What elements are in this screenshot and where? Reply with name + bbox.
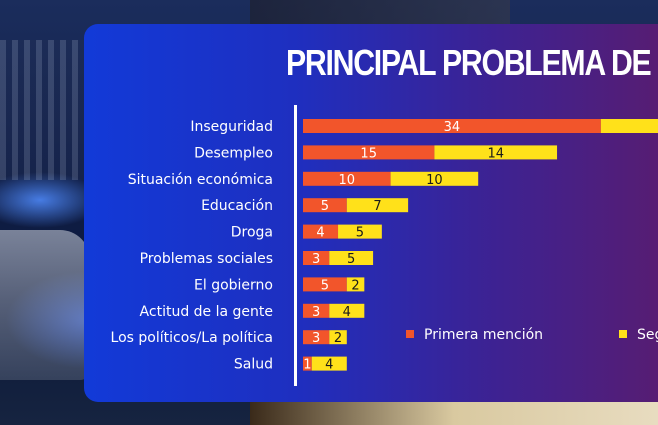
category-label: Inseguridad: [190, 119, 273, 135]
legend-primera-swatch: [406, 330, 414, 338]
legend-primera-label: Primera mención: [424, 327, 544, 343]
category-label: Actitud de la gente: [140, 304, 273, 320]
category-label: Los políticos/La política: [111, 330, 273, 346]
category-label: Droga: [231, 225, 273, 241]
bar-segunda: [329, 303, 365, 318]
category-label: Educación: [201, 198, 273, 214]
category-label: Salud: [234, 357, 273, 373]
bar-segunda: [329, 251, 374, 265]
chart-panel: [84, 24, 658, 402]
value-label-primera: 3: [312, 305, 320, 320]
legend-segunda-label: Seg: [637, 327, 658, 343]
bar-primera: [303, 198, 347, 213]
bar-segunda: [434, 145, 558, 160]
bar-primera: [303, 330, 330, 345]
bar-primera: [303, 119, 601, 133]
bar-primera: [303, 224, 339, 239]
value-label-primera: 1: [303, 358, 311, 373]
background-building: [0, 40, 90, 180]
bar-segunda: [311, 356, 347, 371]
value-label-primera: 3: [312, 331, 320, 346]
value-label-primera: 34: [444, 120, 461, 135]
bar-primera: [303, 251, 330, 265]
value-label-primera: 5: [321, 278, 329, 293]
value-label-segunda: 5: [356, 226, 364, 241]
value-label-primera: 10: [339, 173, 356, 188]
bar-segunda: [346, 277, 365, 292]
legend-segunda-swatch: [619, 330, 627, 338]
bar-primera: [303, 145, 435, 160]
category-axis-line: [294, 105, 297, 386]
value-label-primera: 5: [321, 199, 329, 214]
bar-primera: [303, 171, 391, 186]
value-label-segunda: 2: [334, 331, 342, 346]
background-police-car: [0, 230, 90, 380]
value-label-segunda: 5: [347, 252, 355, 267]
value-label-segunda: 4: [343, 305, 351, 320]
value-label-segunda: 14: [487, 146, 504, 161]
value-label-primera: 3: [312, 252, 320, 267]
value-label-segunda: 2: [351, 278, 359, 293]
bar-segunda: [600, 119, 658, 133]
value-label-primera: 15: [360, 146, 377, 161]
category-label: Desempleo: [194, 145, 273, 161]
category-label: Situación económica: [128, 172, 273, 188]
chart-title: PRINCIPAL PROBLEMA DE: [286, 42, 652, 83]
bar-primera: [303, 356, 312, 371]
background-floor: [250, 400, 658, 425]
bar-segunda: [390, 171, 479, 186]
bar-segunda: [338, 224, 382, 239]
value-label-primera: 4: [316, 226, 324, 241]
legend-segunda: Seg: [619, 327, 658, 343]
bar-primera: [303, 303, 330, 318]
value-label-segunda: 4: [325, 358, 333, 373]
value-label-segunda: 7: [373, 199, 381, 214]
category-label: El gobierno: [194, 277, 273, 293]
legend-primera: Primera mención: [406, 327, 543, 343]
bar-segunda: [329, 330, 347, 345]
bar-primera: [303, 277, 347, 292]
category-label: Problemas sociales: [140, 251, 273, 267]
bar-segunda: [346, 198, 409, 213]
value-label-segunda: 10: [426, 173, 443, 188]
